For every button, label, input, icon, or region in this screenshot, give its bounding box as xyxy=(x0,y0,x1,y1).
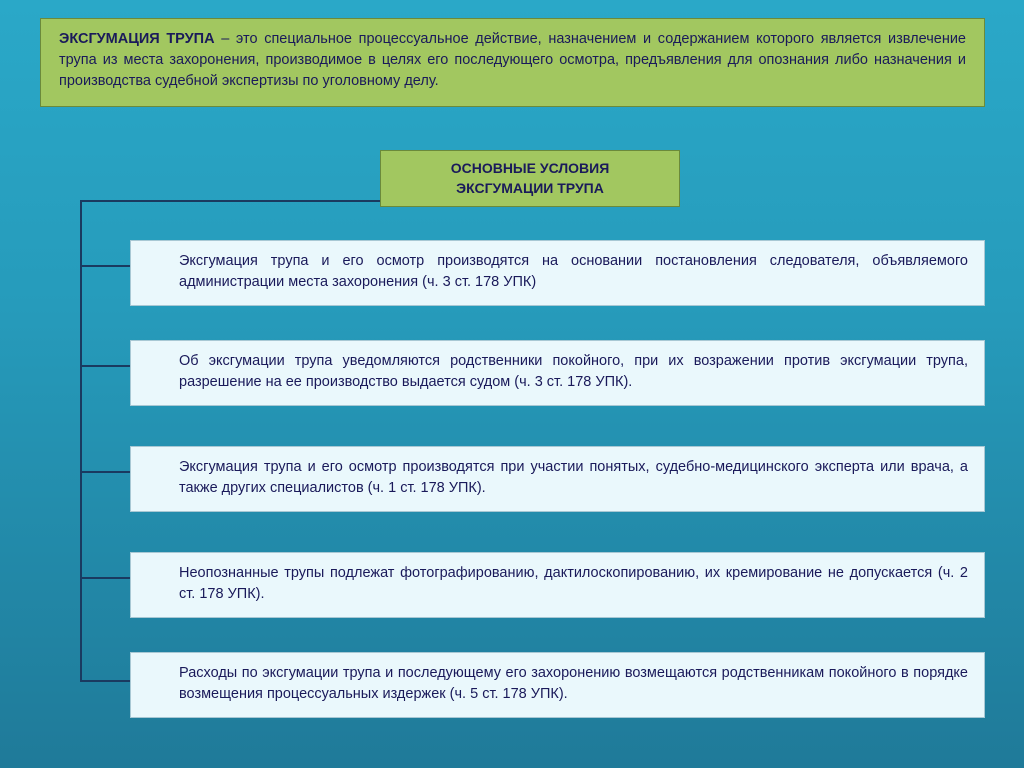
connector-item-5 xyxy=(80,680,130,682)
condition-item: Эксгумация трупа и его осмотр производят… xyxy=(130,446,985,512)
condition-item: Расходы по эксгумации трупа и последующе… xyxy=(130,652,985,718)
definition-box: ЭКСГУМАЦИЯ ТРУПА – это специальное проце… xyxy=(40,18,985,107)
condition-text: Об эксгумации трупа уведомляются родстве… xyxy=(179,353,968,390)
connector-vertical xyxy=(80,200,82,680)
condition-text: Эксгумация трупа и его осмотр производят… xyxy=(179,459,968,496)
connector-item-4 xyxy=(80,577,130,579)
condition-item: Об эксгумации трупа уведомляются родстве… xyxy=(130,340,985,406)
condition-text: Расходы по эксгумации трупа и последующе… xyxy=(179,665,968,702)
connector-item-2 xyxy=(80,365,130,367)
condition-item: Неопознанные трупы подлежат фотографиров… xyxy=(130,552,985,618)
conditions-title-line1: ОСНОВНЫЕ УСЛОВИЯ xyxy=(381,159,679,179)
definition-title: ЭКСГУМАЦИЯ ТРУПА xyxy=(59,31,215,47)
condition-text: Эксгумация трупа и его осмотр производят… xyxy=(179,253,968,290)
condition-item: Эксгумация трупа и его осмотр производят… xyxy=(130,240,985,306)
conditions-title-line2: ЭКСГУМАЦИИ ТРУПА xyxy=(381,179,679,199)
connector-item-3 xyxy=(80,471,130,473)
connector-item-1 xyxy=(80,265,130,267)
connector-top xyxy=(80,200,380,202)
conditions-title: ОСНОВНЫЕ УСЛОВИЯ ЭКСГУМАЦИИ ТРУПА xyxy=(380,150,680,207)
condition-text: Неопознанные трупы подлежат фотографиров… xyxy=(179,565,968,602)
